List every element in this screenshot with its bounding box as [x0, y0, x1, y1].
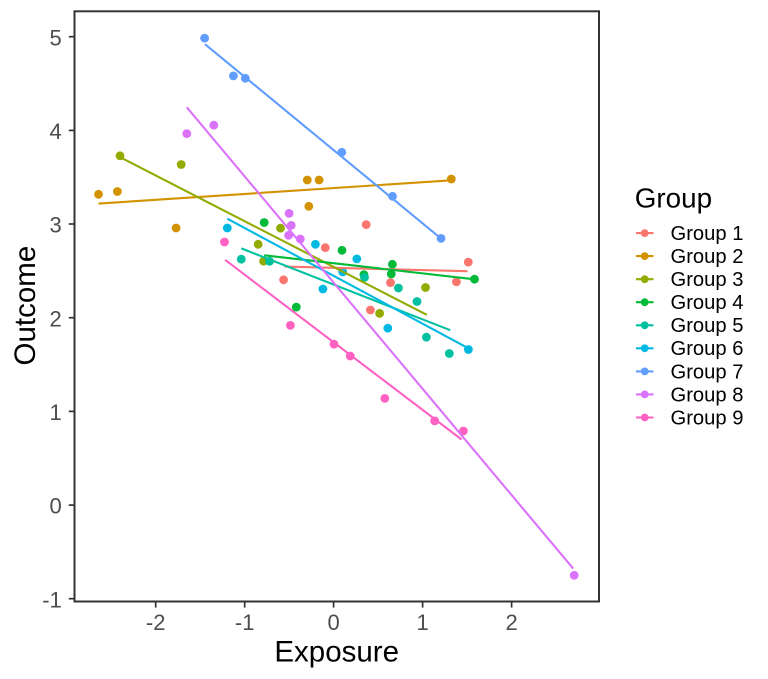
svg-text:2: 2	[50, 306, 62, 331]
svg-text:1: 1	[50, 400, 62, 425]
svg-text:-1: -1	[42, 587, 62, 612]
svg-text:-1: -1	[235, 610, 255, 635]
svg-text:Group 3: Group 3	[671, 269, 744, 291]
svg-text:Group 6: Group 6	[671, 338, 744, 360]
svg-text:Group 7: Group 7	[671, 361, 744, 383]
svg-text:Group 2: Group 2	[671, 246, 744, 268]
svg-text:Outcome: Outcome	[9, 246, 42, 366]
svg-text:0: 0	[327, 610, 339, 635]
svg-text:3: 3	[50, 213, 62, 238]
svg-text:0: 0	[50, 494, 62, 519]
svg-text:5: 5	[50, 25, 62, 50]
svg-text:Group 5: Group 5	[671, 315, 744, 337]
svg-text:2: 2	[505, 610, 517, 635]
svg-text:Group 9: Group 9	[671, 407, 744, 429]
svg-text:1: 1	[416, 610, 428, 635]
svg-text:Group 1: Group 1	[671, 223, 744, 245]
svg-text:Group 8: Group 8	[671, 384, 744, 406]
svg-text:Exposure: Exposure	[274, 636, 399, 669]
svg-text:4: 4	[50, 119, 62, 144]
svg-text:Group 4: Group 4	[671, 292, 744, 314]
svg-text:Group: Group	[635, 182, 712, 213]
svg-text:-2: -2	[146, 610, 166, 635]
